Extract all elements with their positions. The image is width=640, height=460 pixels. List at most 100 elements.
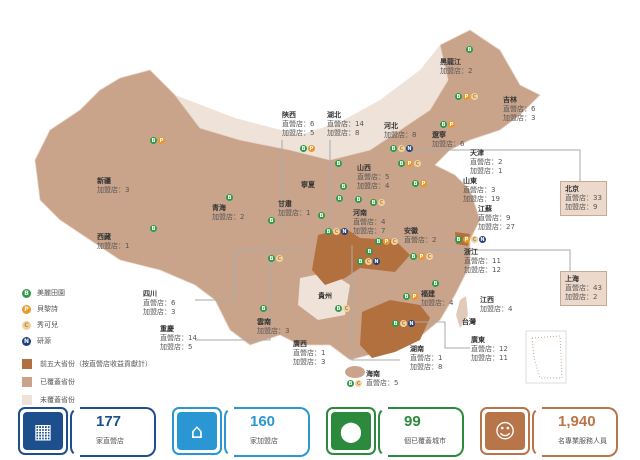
direct-store-count: 直營店：2 <box>470 158 503 166</box>
legend-brand-p: P 貝黎詩 <box>22 302 152 316</box>
brand-b-marker: B <box>370 199 377 206</box>
brand-b-marker: B <box>268 217 275 224</box>
direct-store-count: 直營店：1 <box>410 354 443 362</box>
legend-label: 研源 <box>37 337 51 345</box>
stat-frame: 160 家加盟店 <box>224 407 310 457</box>
brand-p-marker: P <box>406 160 413 167</box>
brand-n-icon: N <box>22 336 31 346</box>
province-label: 吉林 直營店：6 加盟店：3 <box>503 96 535 123</box>
brand-c-marker: C <box>343 305 350 312</box>
brand-b-marker: B <box>335 160 342 167</box>
province-name: 山東 <box>463 177 477 185</box>
franchise-store-count: 加盟店：8 <box>327 129 360 137</box>
franchise-store-count: 加盟店：3 <box>143 308 176 316</box>
province-name: 青海 <box>212 204 226 212</box>
franchise-store-count: 加盟店：1 <box>97 242 130 250</box>
brand-b-marker: B <box>390 145 397 152</box>
stat-frame: 99 個已覆蓋城市 <box>378 407 464 457</box>
legend-area-1: 已覆蓋省份 <box>22 374 152 390</box>
direct-store-count: 直營店：12 <box>471 345 508 353</box>
legend-area-2: 未覆蓋省份 <box>22 392 152 408</box>
franchise-store-count: 加盟店：1 <box>278 209 311 217</box>
location-bag-icon: ⬤ <box>331 412 371 450</box>
brand-b-marker: B <box>268 255 275 262</box>
brand-p-icon: P <box>22 304 31 314</box>
province-name: 浙江 <box>464 248 478 256</box>
franchise-store-count: 加盟店：2 <box>212 213 245 221</box>
department-store-icon: ▦ <box>23 412 63 450</box>
stat-label: 家直營店 <box>96 437 124 445</box>
direct-store-count: 直營店：6 <box>503 105 536 113</box>
legend-label: 未覆蓋省份 <box>40 396 75 404</box>
direct-store-count: 直營店：5 <box>357 173 390 181</box>
brand-b-marker: B <box>357 258 364 265</box>
province-name: 河南 <box>353 209 367 217</box>
province-label: 河南 直營店：4 加盟店：7 <box>353 209 385 236</box>
stat-frame: 1,940 名專業服務人員 <box>532 407 618 457</box>
hainan <box>345 366 365 378</box>
province-name: 新疆 <box>97 177 111 185</box>
brand-b-marker: B <box>412 180 419 187</box>
brand-b-marker: B <box>325 228 332 235</box>
province-label: 湖南 直營店：1 加盟店：8 <box>410 345 442 372</box>
province-label: 福建 加盟店：4 <box>421 290 453 308</box>
province-name: 重慶 <box>160 325 174 333</box>
storefront-badge: ⌂ <box>172 407 222 455</box>
brand-n-marker: N <box>373 258 380 265</box>
province-label: 廣西 直營店：1 加盟店：3 <box>293 340 325 367</box>
stat-label: 個已覆蓋城市 <box>404 437 446 445</box>
legend: B 美麗田園 P 貝黎詩 C 秀可兒 N 研源 前五大省份（按直營店收益貢獻計） 已覆蓋省份 未覆… <box>22 286 152 410</box>
south-china-sea-inset <box>525 330 567 384</box>
stat-value: 99 <box>404 413 421 430</box>
franchise-store-count: 加盟店：4 <box>421 299 454 307</box>
province-label: 台灣 <box>462 318 476 327</box>
franchise-store-count: 加盟店：12 <box>464 266 501 274</box>
brand-b-marker: B <box>260 305 267 312</box>
direct-store-count: 直營店：14 <box>160 334 197 342</box>
province-name: 安徽 <box>404 227 418 235</box>
brand-marker-group: B <box>318 212 325 219</box>
province-name: 廣西 <box>293 340 307 348</box>
south-china-sea-islands <box>531 335 563 379</box>
franchise-store-count: 加盟店：3 <box>257 327 290 335</box>
province-name: 陝西 <box>282 111 296 119</box>
province-name: 貴州 <box>318 292 332 300</box>
brand-c-marker: C <box>333 228 340 235</box>
province-name: 天津 <box>470 149 484 157</box>
province-label: 天津 直營店：2 加盟店：1 <box>470 149 502 176</box>
brand-c-marker: C <box>378 199 385 206</box>
province-label: 貴州 <box>318 292 332 301</box>
brand-p-marker: P <box>420 180 427 187</box>
stat-value: 1,940 <box>558 413 596 430</box>
stat-value: 177 <box>96 413 122 430</box>
direct-store-count: 直營店：14 <box>327 120 364 128</box>
franchise-store-count: 加盟店：1 <box>470 167 503 175</box>
brand-p-marker: P <box>411 293 418 300</box>
province-label: 雲南 加盟店：3 <box>257 318 289 336</box>
brand-n-marker: N <box>406 145 413 152</box>
province-label: 河北 加盟店：8 <box>384 122 416 140</box>
brand-c-icon: C <box>22 320 31 330</box>
brand-c-marker: C <box>414 160 421 167</box>
brand-c-marker: C <box>276 255 283 262</box>
stat-label: 家加盟店 <box>250 437 278 445</box>
province-label: 四川 直營店：6 加盟店：3 <box>143 290 175 317</box>
brand-b-marker: B <box>340 183 347 190</box>
direct-store-count: 直營店：5 <box>366 379 399 387</box>
franchise-store-count: 加盟店：6 <box>432 140 465 148</box>
department-store-badge: ▦ <box>18 407 68 455</box>
province-name: 湖北 <box>327 111 341 119</box>
brand-marker-group: B <box>432 280 439 287</box>
direct-store-count: 直營店：43 <box>565 284 602 292</box>
province-label: 青海 加盟店：2 <box>212 204 244 222</box>
